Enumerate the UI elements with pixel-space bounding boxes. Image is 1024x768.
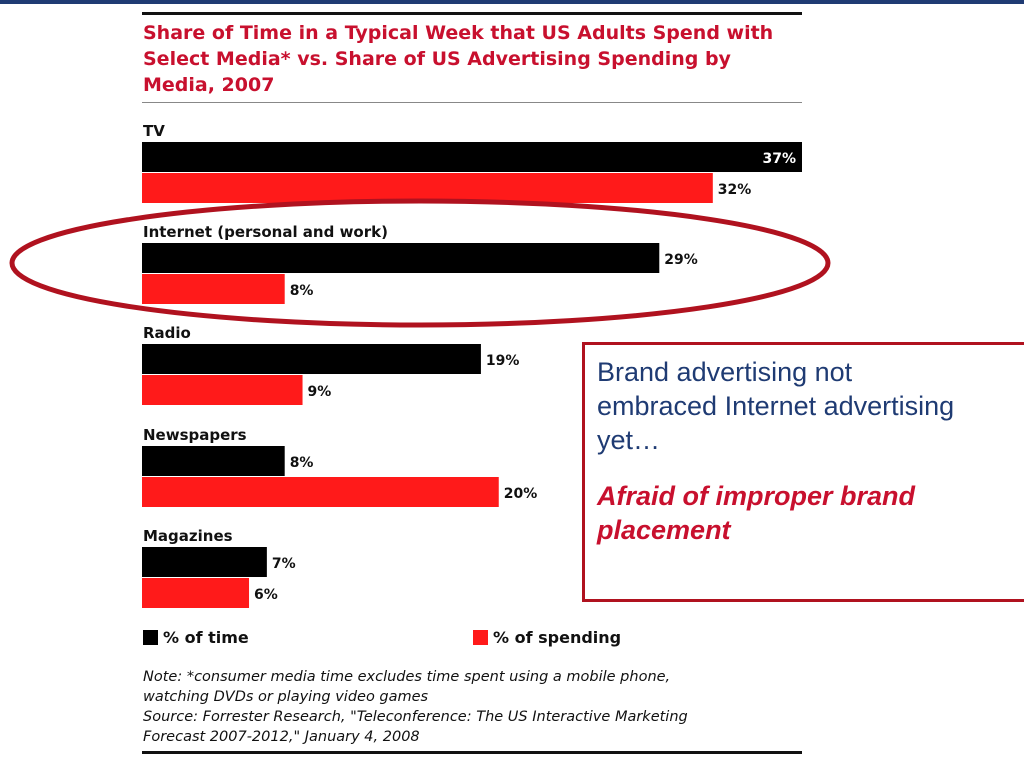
data-label: 9% [308, 384, 332, 400]
callout-line: embraced Internet advertising [597, 391, 955, 421]
data-label: 6% [254, 587, 278, 603]
callout-emphasis-line: placement [597, 515, 731, 545]
note-line: Note: *consumer media time excludes time… [143, 669, 671, 685]
category-label: Internet (personal and work) [143, 223, 388, 241]
note-line: watching DVDs or playing video games [143, 689, 429, 705]
legend-item-spending: % of spending [473, 628, 621, 647]
legend-label-time: % of time [163, 628, 249, 647]
data-label: 32% [718, 182, 752, 198]
bar-time [142, 446, 285, 476]
bar-spending [142, 375, 303, 405]
bar-time [142, 243, 660, 273]
chart-title-underline [142, 102, 802, 103]
chart-title-rule [142, 12, 802, 15]
chart-notes: Note: *consumer media time excludes time… [143, 667, 793, 747]
bar-time [142, 142, 802, 172]
data-label: 8% [290, 283, 314, 299]
data-label: 19% [486, 353, 520, 369]
callout-line: Brand advertising not [597, 357, 853, 387]
data-label: 7% [272, 556, 296, 572]
callout-box: Brand advertising not embraced Internet … [582, 342, 1024, 602]
bar-spending [142, 477, 499, 507]
callout-line: yet… [597, 425, 661, 455]
legend-swatch-spending [473, 630, 488, 645]
slide-top-rule [0, 0, 1024, 4]
data-label: 37% [762, 151, 796, 167]
category-label: Newspapers [143, 426, 247, 444]
callout-spacer [597, 457, 1024, 479]
source-line: Source: Forrester Research, "Teleconfere… [143, 709, 688, 725]
bar-spending [142, 173, 713, 203]
data-label: 8% [290, 455, 314, 471]
legend-label-spending: % of spending [493, 628, 622, 647]
data-label: 29% [664, 252, 698, 268]
source-line: Forecast 2007-2012," January 4, 2008 [143, 729, 420, 745]
category-label: TV [143, 122, 165, 140]
callout-emphasis-line: Afraid of improper brand [597, 481, 916, 511]
legend-swatch-time [143, 630, 158, 645]
bar-spending [142, 578, 250, 608]
bar-time [142, 344, 481, 374]
category-label: Magazines [143, 527, 233, 545]
chart-title: Share of Time in a Typical Week that US … [143, 22, 774, 96]
data-label: 20% [504, 486, 538, 502]
category-label: Radio [143, 324, 191, 342]
bar-spending [142, 274, 285, 304]
chart-bottom-rule [142, 751, 802, 754]
bar-time [142, 547, 267, 577]
highlight-ellipse [9, 198, 831, 328]
legend-item-time: % of time [143, 628, 249, 647]
